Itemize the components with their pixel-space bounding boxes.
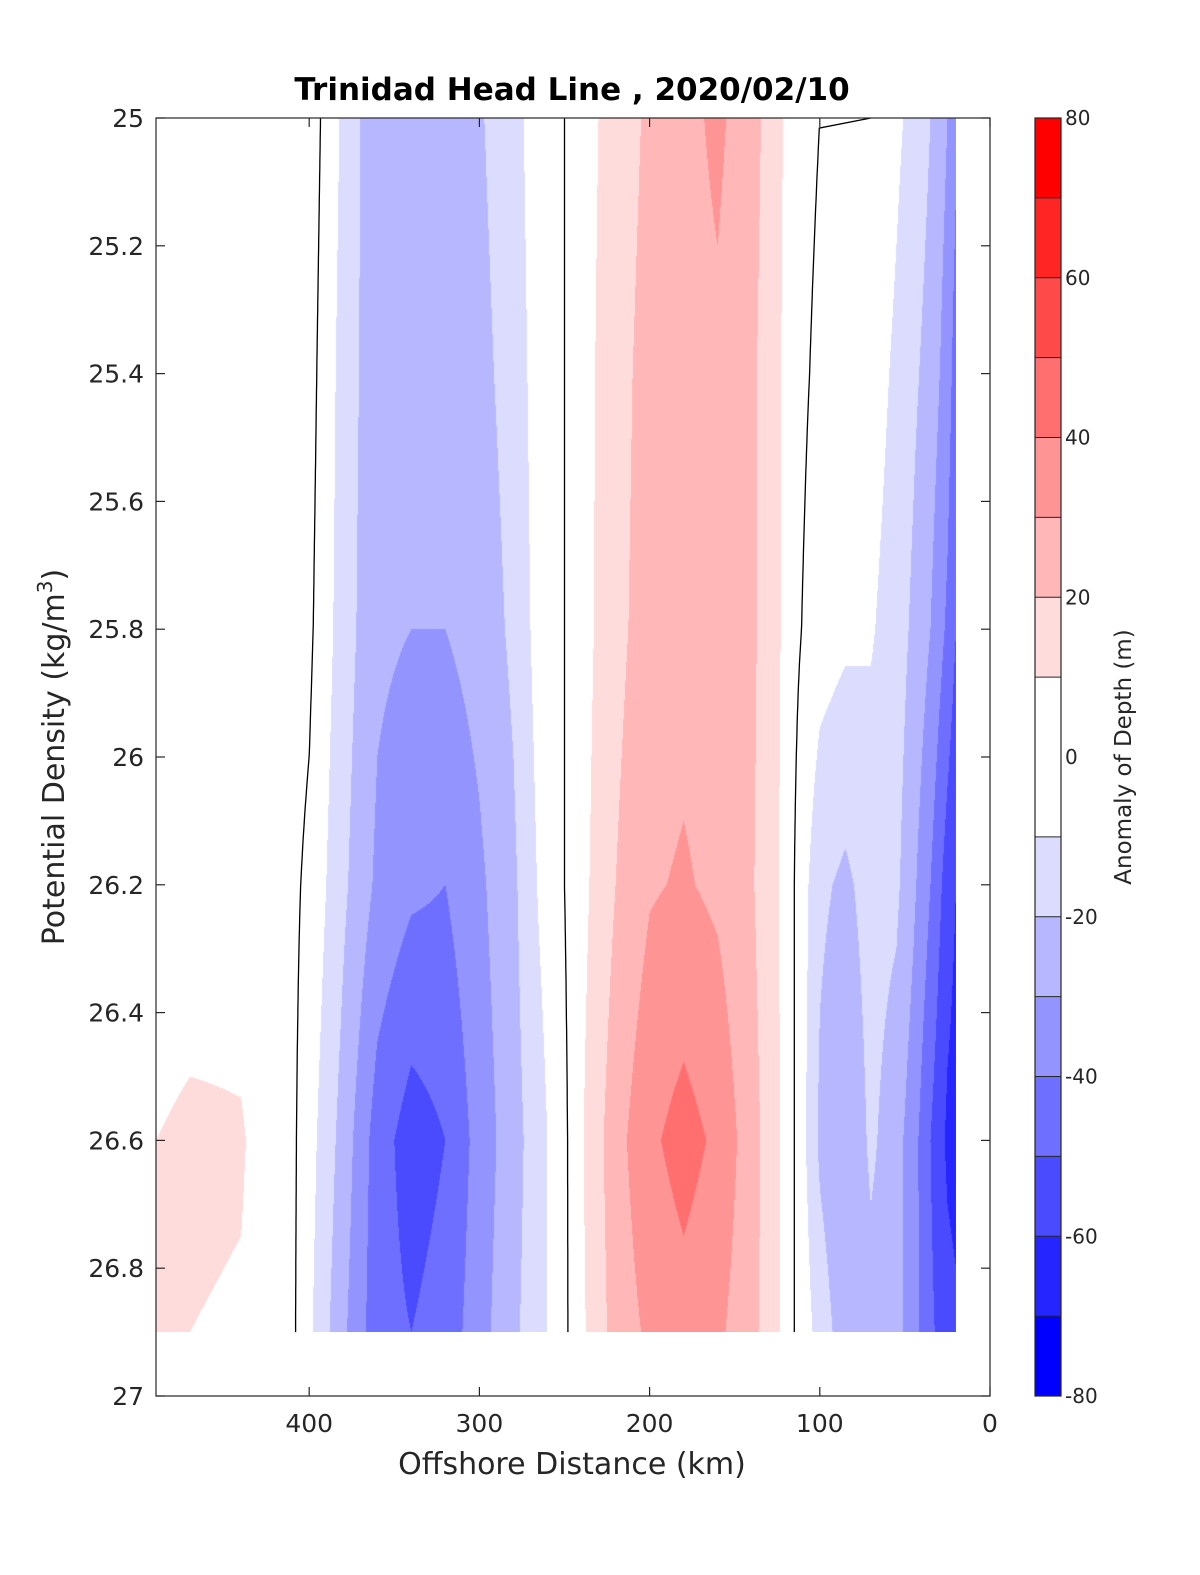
colorbar-tick-label: 40 (1065, 426, 1090, 450)
x-tick-label: 300 (456, 1409, 504, 1438)
colorbar-tick-label: -20 (1065, 905, 1098, 929)
colorbar-label: Anomaly of Depth (m) (1111, 629, 1137, 884)
colorbar-level-swatch (1035, 517, 1061, 598)
zero-contour-line (563, 118, 569, 1333)
y-tick-label: 25.4 (88, 360, 144, 389)
y-tick-label: 25.2 (88, 232, 144, 261)
x-axis-label: Offshore Distance (km) (398, 1447, 746, 1482)
x-tick-label: 200 (626, 1409, 674, 1438)
chart-title: Trinidad Head Line , 2020/02/10 (294, 72, 849, 108)
contour-fill-layer (156, 118, 956, 1333)
colorbar-level-swatch (1035, 1156, 1061, 1237)
colorbar-level-swatch (1035, 1316, 1061, 1396)
colorbar-level-swatch (1035, 1236, 1061, 1317)
colorbar-level-swatch (1035, 836, 1061, 917)
colorbar-tick-label: -80 (1065, 1384, 1098, 1408)
y-axis-label-superscript: 3 (33, 580, 57, 593)
colorbar-tick-label: 0 (1065, 745, 1078, 769)
colorbar-level-swatch (1035, 197, 1061, 278)
y-tick-label: 26.4 (88, 999, 144, 1028)
x-tick-label: 400 (285, 1409, 333, 1438)
x-axis: 400 300 200 100 0 (285, 118, 998, 1438)
colorbar-level-swatch (1035, 357, 1061, 438)
colorbar-level-swatch (1035, 677, 1061, 837)
colorbar-tick-label: -60 (1065, 1224, 1098, 1248)
y-tick-label: 26.6 (88, 1126, 144, 1155)
y-tick-label: 26.2 (88, 871, 144, 900)
colorbar-tick-label: 20 (1065, 585, 1090, 609)
colorbar: 80 60 40 20 0 -20 -40 -60 -80 (1034, 106, 1098, 1408)
colorbar-tick-label: 80 (1065, 106, 1090, 130)
colorbar-tick-label: -40 (1065, 1065, 1098, 1089)
anomaly-contour-fill (156, 118, 956, 1332)
y-tick-label: 26.8 (88, 1254, 144, 1283)
colorbar-level-swatch (1035, 996, 1061, 1077)
y-axis-label: Potential Density (kg/m3) (33, 569, 72, 945)
x-tick-label: 100 (796, 1409, 844, 1438)
colorbar-level-swatch (1035, 597, 1061, 678)
zero-contour-line (294, 118, 322, 1333)
y-tick-label: 26 (112, 743, 144, 772)
zero-contour-lines (294, 118, 872, 1333)
colorbar-level-swatch (1035, 277, 1061, 358)
colorbar-level-swatch (1035, 1076, 1061, 1157)
y-tick-label: 25 (112, 104, 144, 133)
zero-contour-line (793, 118, 872, 1333)
colorbar-level-swatch (1035, 437, 1061, 518)
x-tick-label: 0 (982, 1409, 998, 1438)
colorbar-level-swatch (1035, 118, 1061, 198)
y-axis-label-end: ) (37, 569, 72, 581)
y-axis-label-main: Potential Density (kg/m (37, 593, 72, 945)
colorbar-tick-label: 60 (1065, 266, 1090, 290)
y-tick-label: 25.8 (88, 615, 144, 644)
y-tick-label: 27 (112, 1382, 144, 1411)
colorbar-level-swatch (1035, 916, 1061, 997)
colorbar-frame (1034, 117, 1062, 1397)
y-axis: 25 25.2 25.4 25.6 25.8 26 26.2 26.4 26.6 26.8 27 (88, 104, 990, 1411)
y-tick-label: 25.6 (88, 487, 144, 516)
